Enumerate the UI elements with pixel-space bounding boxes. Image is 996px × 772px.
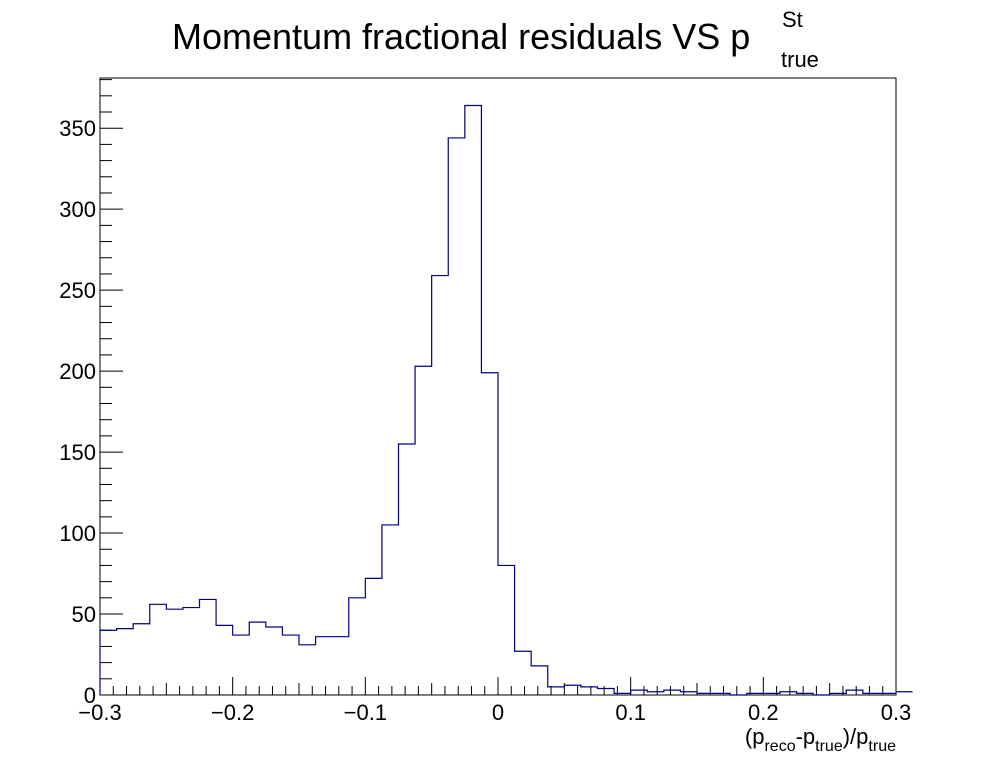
histogram-bin	[183, 608, 200, 695]
x-axis-label: (preco-ptrue)/ptrue	[745, 724, 896, 755]
x-axis-label-open: (p	[745, 724, 765, 749]
x-axis-label-mid: -p	[796, 724, 816, 749]
y-tick-label: 150	[59, 440, 96, 465]
histogram-bin	[581, 687, 598, 695]
histogram-bin	[465, 106, 482, 695]
x-tick-label: 0.3	[881, 700, 912, 725]
x-tick-label: 0	[492, 700, 504, 725]
y-tick-label: 0	[84, 683, 96, 708]
y-tick-label: 100	[59, 521, 96, 546]
histogram-bin	[233, 635, 250, 695]
x-tick-label: −0.1	[344, 700, 387, 725]
y-tick-label: 350	[59, 116, 96, 141]
histogram-bin	[349, 598, 366, 695]
histogram-bin	[316, 637, 333, 695]
histogram-bin	[166, 609, 183, 695]
histogram-bin	[564, 685, 581, 695]
histogram-bin	[150, 604, 167, 695]
histogram-bin	[299, 645, 316, 695]
x-axis-label-sub-true-denominator: true	[868, 738, 896, 755]
x-tick-label: −0.2	[211, 700, 254, 725]
y-tick-label: 250	[59, 278, 96, 303]
histogram-outline	[99, 104, 913, 696]
histogram-bin	[249, 622, 266, 695]
histogram-bin	[382, 525, 399, 695]
chart-title-subscript: true	[781, 47, 819, 72]
x-tick-label: 0.2	[748, 700, 779, 725]
x-axis: −0.3 −0.2 −0.1 0 0.1 0.2 0.3	[78, 677, 911, 725]
chart-title-superscript: St	[782, 7, 803, 32]
histogram-bin	[415, 366, 432, 695]
histogram-bin	[846, 690, 863, 695]
histogram-bin	[133, 624, 150, 695]
histogram-bin	[548, 687, 565, 695]
x-tick-label: 0.1	[615, 700, 646, 725]
x-axis-label-close: )/p	[843, 724, 869, 749]
histogram-bin	[598, 689, 615, 695]
histogram-bars	[100, 106, 913, 695]
histogram-bin	[531, 666, 548, 695]
histogram-bin	[282, 635, 299, 695]
histogram-bin	[631, 690, 648, 695]
y-tick-label: 200	[59, 359, 96, 384]
histogram-bin	[481, 373, 498, 695]
x-tick-label: −0.3	[78, 700, 121, 725]
histogram-bin	[200, 599, 217, 695]
histogram-bin	[332, 637, 349, 695]
histogram-bin	[216, 625, 233, 695]
chart-title: Momentum fractional residuals VS p St tr…	[172, 7, 819, 72]
histogram-bin	[448, 138, 465, 695]
y-tick-label: 50	[72, 602, 96, 627]
histogram-bin	[365, 578, 382, 695]
x-axis-label-sub-reco: reco	[764, 738, 795, 755]
x-axis-label-sub-true: true	[815, 738, 843, 755]
histogram-bin	[432, 276, 449, 695]
histogram-bin	[266, 627, 283, 695]
histogram-bin	[117, 629, 134, 695]
histogram-bin	[515, 651, 532, 695]
y-axis: 0 50 100 150 200 250 300 350	[59, 79, 123, 708]
chart-title-main: Momentum fractional residuals VS p	[172, 16, 750, 57]
histogram-bin	[399, 444, 416, 695]
histogram-bin	[664, 690, 681, 695]
histogram-bin	[498, 565, 515, 695]
y-tick-label: 300	[59, 197, 96, 222]
